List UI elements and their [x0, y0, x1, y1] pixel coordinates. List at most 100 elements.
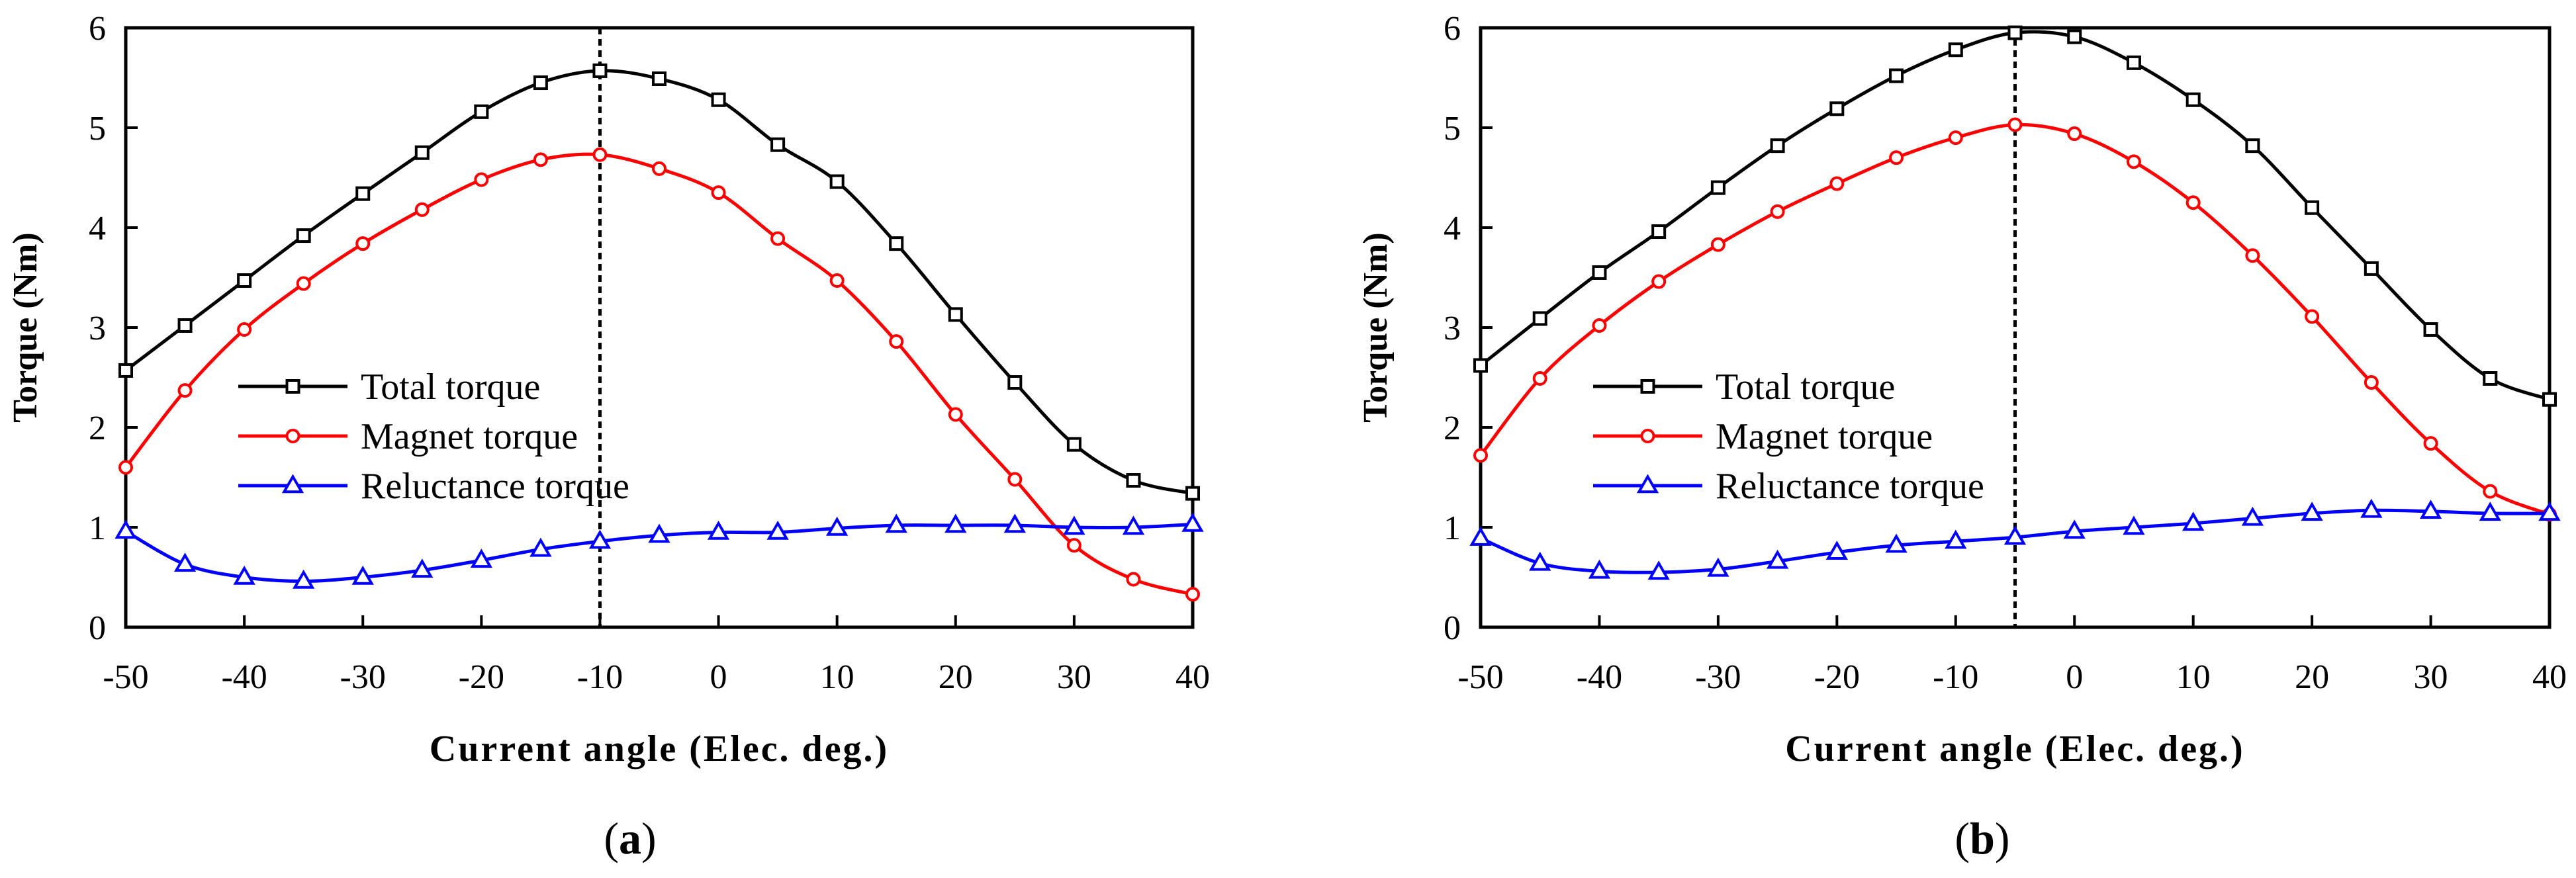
data-point-marker — [592, 63, 608, 78]
data-point-marker — [2301, 502, 2323, 521]
data-point-marker — [1126, 473, 1141, 488]
y-axis-label: Torque (Nm) — [1357, 232, 1395, 422]
data-point-marker — [2182, 511, 2205, 531]
x-tick-label: -50 — [103, 658, 148, 696]
data-point-marker — [2067, 126, 2082, 142]
x-tick-label: 20 — [2295, 658, 2329, 696]
data-point-marker — [652, 161, 667, 176]
data-point-marker — [1889, 150, 1904, 165]
data-point-marker — [2063, 519, 2086, 539]
data-point-marker — [1766, 549, 1789, 569]
legend-label: Magnet torque — [361, 416, 578, 457]
chart-panel-a: 0 1 2 3 4 5 6 -50 -40 -30 -20 -10 0 10 20 30 40 Current a… — [7, 10, 1210, 863]
data-point-marker — [2067, 29, 2082, 44]
x-tick-label: -30 — [340, 658, 386, 696]
data-point-marker — [177, 383, 193, 398]
legend-entry: Reluctance torque — [238, 466, 629, 507]
x-tick-label: 40 — [1175, 658, 1210, 696]
x-tick-label: 30 — [1057, 658, 1091, 696]
data-point-marker — [474, 172, 489, 187]
y-tick-label: 2 — [1444, 410, 1461, 447]
data-point-marker — [1889, 68, 1904, 83]
y-tick-label: 6 — [1444, 10, 1461, 48]
data-point-marker — [766, 520, 789, 540]
y-tick-label: 2 — [89, 410, 106, 447]
data-point-marker — [1003, 513, 1026, 533]
data-point-marker — [1770, 138, 1785, 154]
x-tick-label: 10 — [2176, 658, 2211, 696]
legend-marker — [1636, 474, 1659, 494]
data-point-marker — [2360, 498, 2383, 518]
data-point-marker — [829, 174, 845, 189]
data-point-marker — [414, 145, 430, 160]
data-point-marker — [2364, 375, 2379, 390]
data-point-marker — [1829, 101, 1845, 116]
data-point-marker — [592, 147, 608, 162]
data-point-marker — [1651, 274, 1667, 289]
x-tick-label: -40 — [1577, 658, 1622, 696]
y-tick-label: 1 — [89, 509, 106, 547]
x-tick-label: -10 — [577, 658, 623, 696]
series-reluctance-torque — [1469, 498, 2561, 580]
data-point-marker — [177, 318, 193, 333]
data-point-marker — [1063, 515, 1085, 535]
data-point-marker — [1592, 265, 1607, 280]
legend-entry: Reluctance torque — [1593, 466, 1984, 507]
legend-entry: Total torque — [1593, 367, 1895, 408]
data-point-marker — [2538, 502, 2561, 521]
data-point-marker — [1181, 512, 1204, 532]
data-point-marker — [1532, 371, 1547, 386]
data-point-marker — [1185, 486, 1200, 501]
data-point-marker — [2007, 25, 2023, 40]
data-point-marker — [296, 228, 311, 243]
data-point-marker — [233, 565, 255, 585]
legend: Total torque Magnet torque Reluctance torq… — [238, 367, 629, 507]
legend-marker — [285, 429, 300, 443]
legend-label: Magnet torque — [1716, 416, 1933, 457]
data-point-marker — [2483, 484, 2498, 499]
legend-label: Reluctance torque — [1716, 466, 1984, 507]
data-point-marker — [115, 519, 137, 539]
data-point-marker — [711, 92, 726, 107]
data-point-marker — [533, 75, 548, 91]
y-tick-label: 1 — [1444, 509, 1461, 547]
x-tick-label: -20 — [459, 658, 504, 696]
y-tick-label: 5 — [89, 110, 106, 148]
data-point-marker — [652, 71, 667, 87]
data-point-marker — [711, 185, 726, 200]
panel-caption: (a) — [604, 813, 656, 863]
data-point-marker — [2483, 371, 2498, 386]
panel-letter: a — [619, 813, 641, 863]
x-tick-label: -50 — [1457, 658, 1503, 696]
data-point-marker — [826, 516, 849, 536]
data-point-marker — [173, 552, 197, 572]
data-point-marker — [1770, 204, 1785, 219]
data-point-marker — [2479, 502, 2501, 521]
x-tick-label: -10 — [1933, 658, 1978, 696]
data-point-marker — [770, 231, 786, 246]
data-point-marker — [1122, 515, 1145, 535]
y-tick-label: 6 — [89, 10, 106, 48]
data-point-marker — [1473, 448, 1488, 463]
data-point-marker — [648, 523, 670, 543]
data-point-marker — [118, 460, 133, 475]
data-point-marker — [1647, 560, 1670, 580]
data-point-marker — [829, 273, 845, 288]
y-tick-label: 4 — [1444, 210, 1461, 247]
data-point-marker — [1007, 375, 1023, 390]
data-point-marker — [1469, 526, 1492, 546]
data-point-marker — [529, 537, 552, 557]
data-point-marker — [1948, 130, 1963, 146]
data-point-marker — [533, 152, 548, 167]
data-point-marker — [588, 529, 612, 549]
legend-entry: Magnet torque — [238, 416, 578, 457]
legend: Total torque Magnet torque Reluctance torq… — [1593, 367, 1984, 507]
data-point-marker — [1588, 559, 1611, 579]
y-tick-label: 0 — [1444, 609, 1461, 647]
data-point-marker — [2185, 195, 2201, 210]
data-point-marker — [2003, 525, 2027, 545]
data-point-marker — [2423, 436, 2438, 451]
x-axis-label: Current angle (Elec. deg.) — [430, 728, 889, 769]
y-tick-label: 5 — [1444, 110, 1461, 148]
